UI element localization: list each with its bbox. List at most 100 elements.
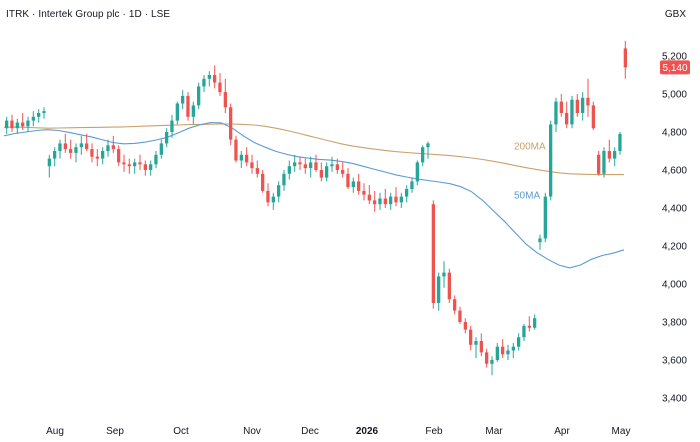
candle-body [239,154,243,161]
x-tick-label: Apr [554,426,570,437]
candle-body [37,113,41,117]
moving-average-layer: 200MA 50MA [3,121,625,269]
candle-body [586,97,590,106]
candle-body [591,105,595,129]
candle-body [298,162,302,165]
candle-body [341,170,345,174]
candle-body [607,151,611,159]
x-tick-label: 2026 [356,426,379,437]
candle-body [42,111,46,113]
candle-body [207,75,211,79]
candle-body [421,147,425,163]
candle-body [266,190,270,203]
candle-body [133,162,137,167]
candle-body [74,147,78,153]
x-tick-label: Aug [46,426,64,437]
currency-label: GBX [664,9,686,20]
candle-body [399,196,403,203]
x-tick-label: Oct [173,426,189,437]
candle-body [437,276,441,303]
candle-body [234,139,238,161]
candle-body [255,168,259,174]
candle-body [63,143,67,150]
candle-body [447,272,451,300]
candle-body [410,181,414,189]
candle-body [597,154,601,174]
candle-body [159,143,163,155]
candle-body [378,198,382,205]
candle-body [165,132,169,144]
candle-body [549,124,553,197]
candle-body [21,122,25,127]
y-tick-label: 4,600 [662,166,687,177]
candle-body [453,299,457,311]
candle-body [357,181,361,191]
candle-body [213,75,217,83]
candle-body [330,164,334,167]
x-tick-label: Feb [425,426,443,437]
last-price-badge [660,60,690,75]
ma-label-200ma: 200MA [514,141,546,152]
candle-body [202,78,206,87]
candle-body [79,143,83,148]
candle-body [527,325,531,328]
candle-body [618,133,622,151]
candle-body [479,341,483,353]
candle-body [106,145,110,151]
candle-body [191,105,195,117]
candle-body [309,162,313,169]
candle-body [58,143,62,151]
candle-body [463,322,467,330]
candle-body [538,238,542,243]
chart-title: ITRK · Intertek Group plc · 1D · LSE [6,9,171,20]
candle-body [469,329,473,345]
candle-body [10,120,14,129]
candle-body [565,113,569,125]
y-tick-label: 4,800 [662,128,687,139]
candle-body [175,103,179,121]
candle-body [346,173,350,188]
candle-body [511,346,515,351]
candle-body [613,151,617,159]
price-badge-layer: 5,140 [660,60,690,75]
y-axis: 3,400 3,600 3,800 4,000 4,200 4,400 4,600 4,800… [662,52,687,405]
x-axis: Aug Sep Oct Nov Dec 2026 Feb Mar Apr May [46,426,630,437]
candle-body [415,162,419,182]
candle-body [261,173,265,191]
candle-body [122,162,126,165]
candle-body [314,162,318,170]
candle-body [426,143,430,148]
candle-body [362,190,366,195]
candle-body [394,196,398,203]
ma-line-200ma [3,123,624,176]
candle-body [138,162,142,165]
x-tick-label: Nov [243,426,261,437]
candle-body [405,189,409,197]
candle-body [154,154,158,165]
candle-body [559,101,563,113]
candle-body [373,200,377,205]
ma-label-50ma: 50MA [514,191,540,202]
candle-body [474,341,478,345]
candle-body [170,120,174,132]
candle-body [431,204,435,303]
candle-body [111,145,115,150]
ma-line-50ma [3,121,625,269]
candle-body [245,154,249,163]
candle-body [517,337,521,347]
candle-body [277,185,281,197]
candle-body [53,151,57,159]
y-tick-label: 5,000 [662,90,687,101]
candle-body [127,164,131,167]
candle-body [495,346,499,360]
candle-body [442,272,446,277]
candle-body [389,196,393,205]
candle-body [490,360,494,364]
y-tick-label: 3,600 [662,356,687,367]
candle-body [218,82,222,93]
candle-body [5,120,9,129]
candle-body [282,173,286,186]
y-tick-label: 3,800 [662,318,687,329]
candle-body [383,198,387,205]
candle-body [293,162,297,167]
